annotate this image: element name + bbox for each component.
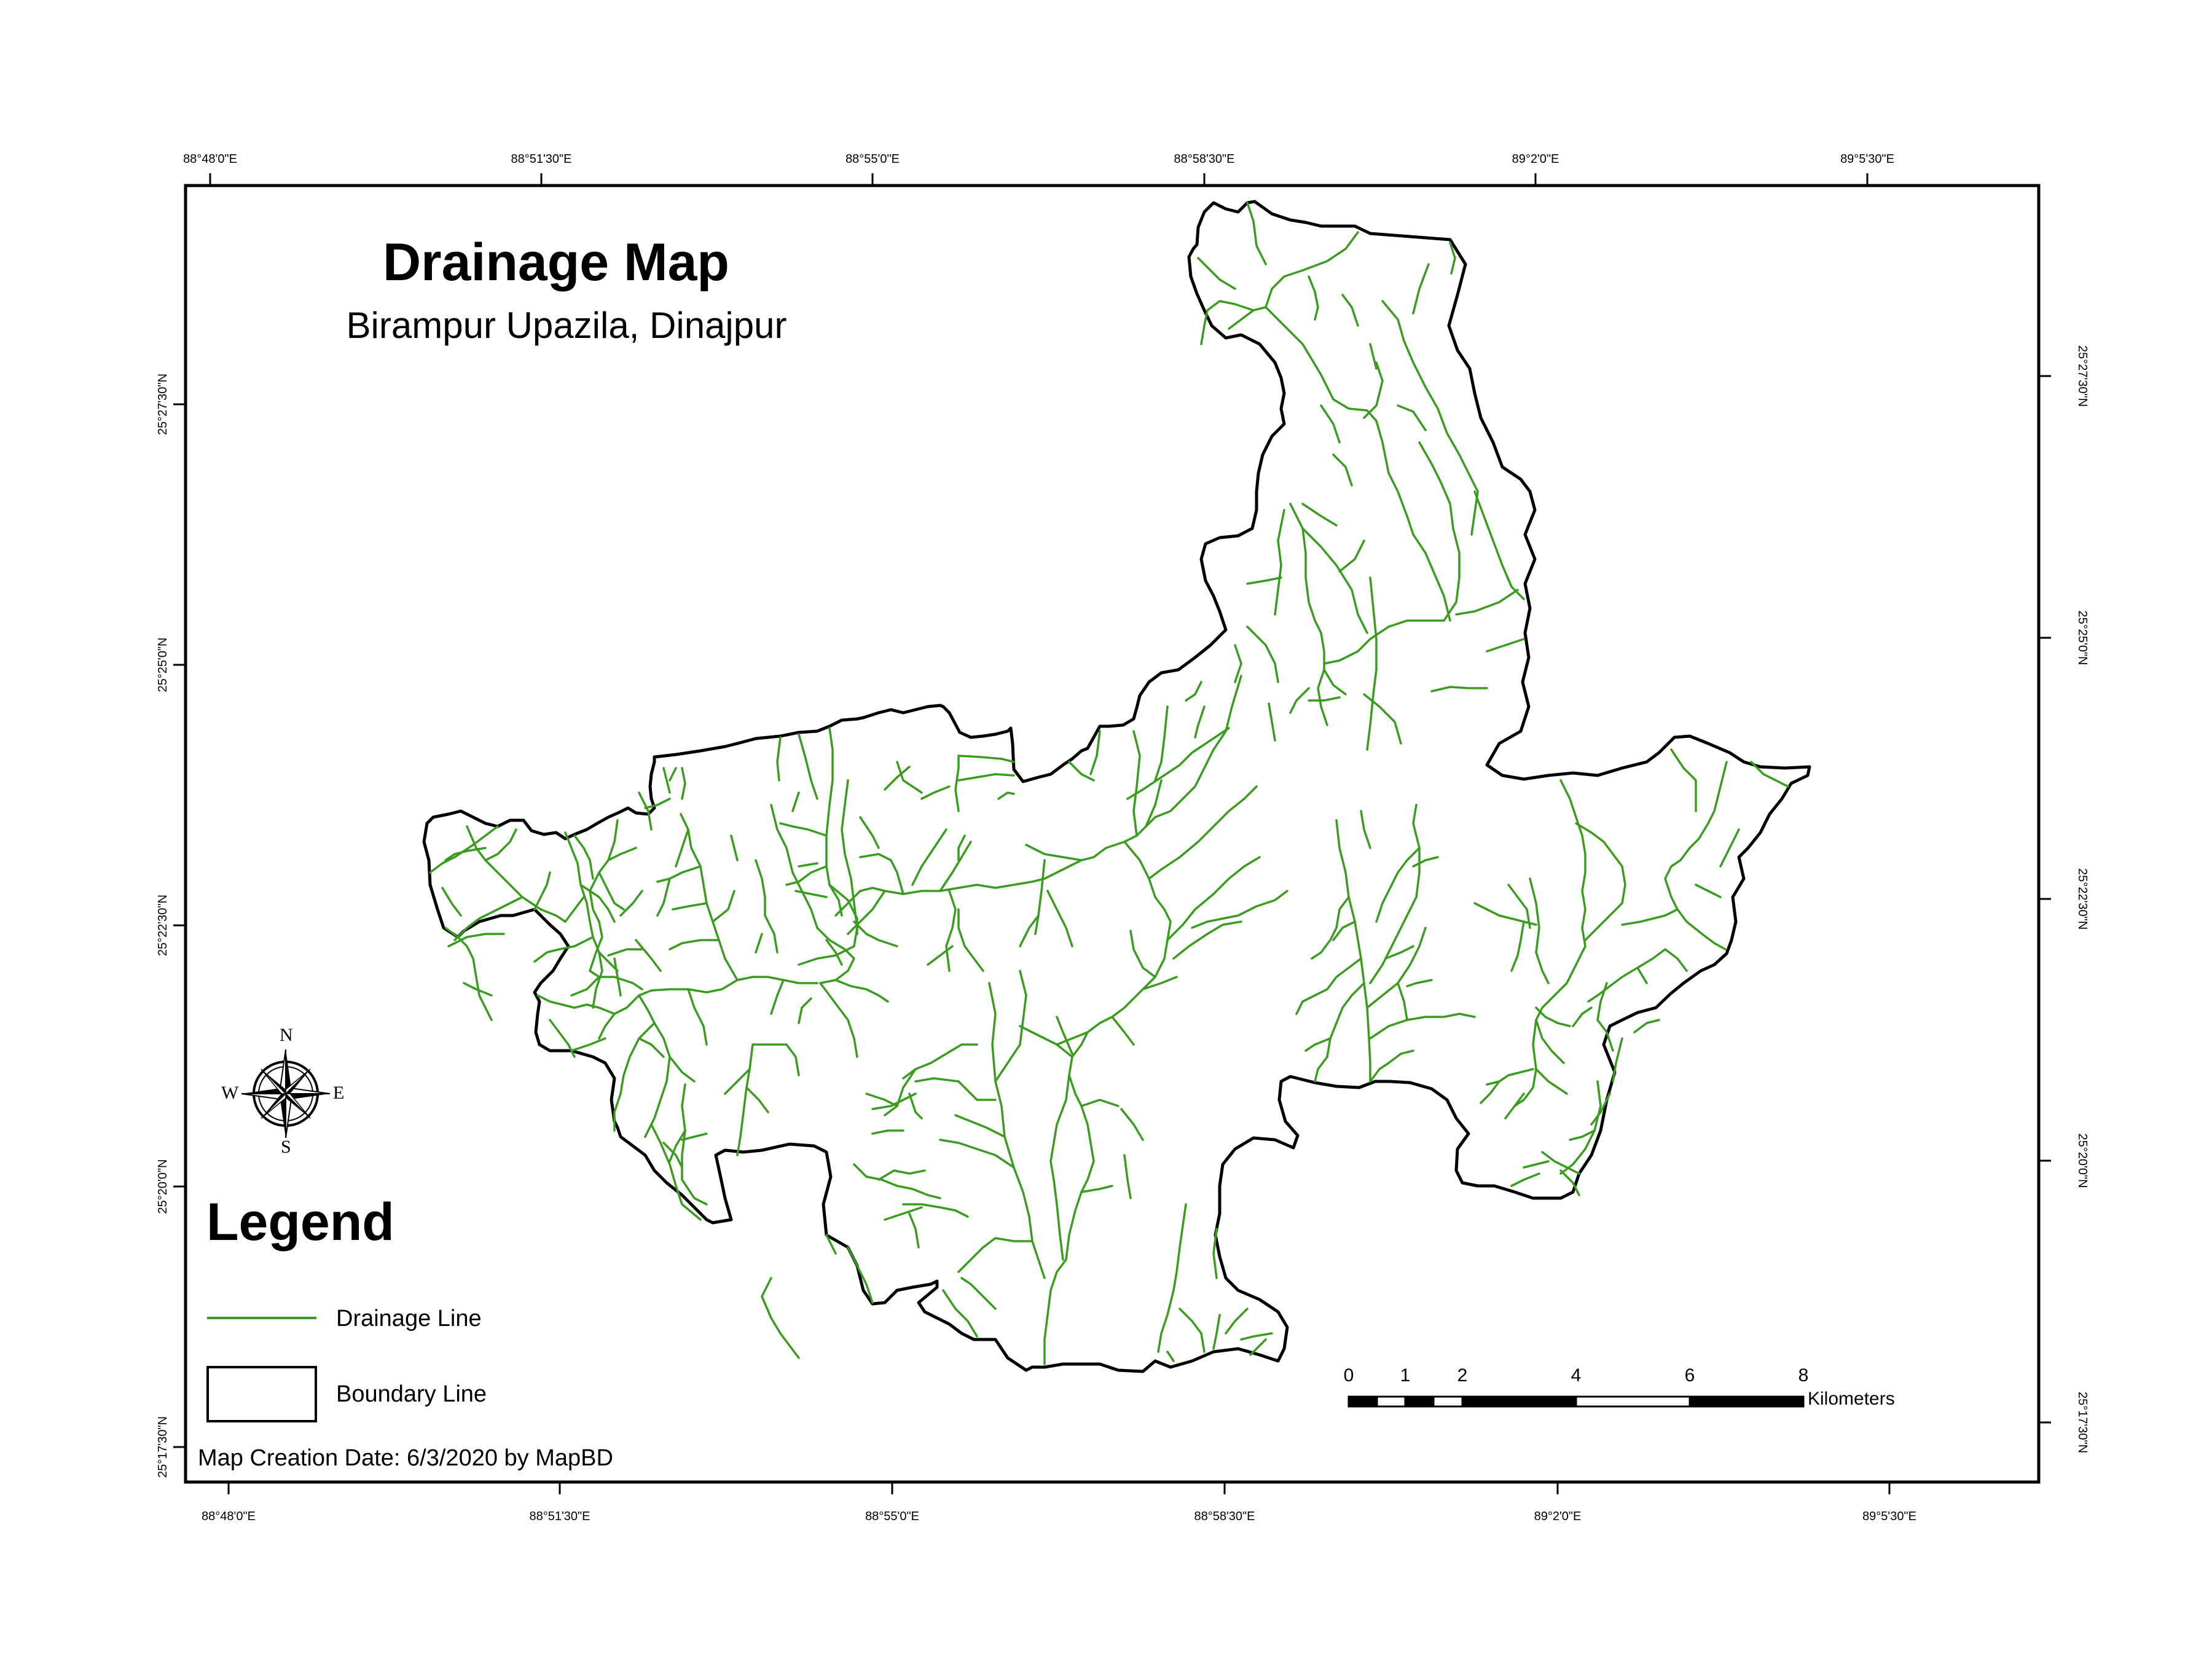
- compass-east-label: E: [333, 1083, 345, 1103]
- lat-tick-right: 25°20'0"N: [2076, 1133, 2089, 1188]
- lon-tick-top: 88°48'0"E: [183, 152, 237, 166]
- lon-tick-top: 88°51'30"E: [511, 152, 572, 166]
- lat-tick-left: 25°25'0"N: [156, 637, 170, 692]
- lon-tick-top: 88°55'0"E: [845, 152, 900, 166]
- scale-bar: [1347, 1395, 1805, 1408]
- map-subtitle: Birampur Upazila, Dinajpur: [346, 305, 787, 346]
- scale-unit-label: Kilometers: [1808, 1389, 1895, 1409]
- graticule-ticks: [173, 173, 2051, 1494]
- lon-tick-bottom: 89°2'0"E: [1534, 1510, 1582, 1523]
- lon-tick-bottom: 88°51'30"E: [529, 1510, 590, 1523]
- upazila-boundary: [422, 200, 1811, 1373]
- lon-tick-top: 89°5'30"E: [1840, 152, 1894, 166]
- legend-boundary-swatch: [206, 1366, 317, 1422]
- scale-label: 8: [1798, 1365, 1809, 1386]
- lat-tick-left: 25°27'30"N: [156, 373, 170, 436]
- scale-label: 1: [1400, 1365, 1411, 1386]
- legend-drainage-label: Drainage Line: [336, 1306, 482, 1332]
- lat-tick-right: 25°25'0"N: [2076, 610, 2089, 665]
- legend-heading: Legend: [206, 1193, 394, 1252]
- scale-label: 0: [1343, 1365, 1354, 1386]
- scale-label: 4: [1571, 1365, 1582, 1386]
- lat-tick-left: 25°22'30"N: [156, 894, 170, 957]
- map-frame: [184, 184, 2041, 1484]
- compass-south-label: S: [281, 1137, 291, 1157]
- north-arrow-icon: [241, 1049, 331, 1139]
- legend-boundary-label: Boundary Line: [336, 1381, 487, 1407]
- scale-label: 2: [1457, 1365, 1468, 1386]
- lat-tick-right: 25°22'30"N: [2076, 868, 2089, 930]
- scale-label: 6: [1684, 1365, 1695, 1386]
- map-title: Drainage Map: [383, 233, 729, 292]
- lat-tick-left: 25°17'30"N: [156, 1416, 170, 1478]
- map-credit: Map Creation Date: 6/3/2020 by MapBD: [198, 1445, 613, 1471]
- lat-tick-left: 25°20'0"N: [156, 1159, 170, 1214]
- lon-tick-bottom: 88°55'0"E: [865, 1510, 919, 1523]
- lon-tick-top: 88°58'30"E: [1174, 152, 1235, 166]
- lon-tick-top: 89°2'0"E: [1512, 152, 1559, 166]
- drainage-network: [429, 202, 1789, 1365]
- lon-tick-bottom: 88°58'30"E: [1194, 1510, 1255, 1523]
- lon-tick-bottom: 89°5'30"E: [1862, 1510, 1916, 1523]
- compass-north-label: N: [280, 1025, 293, 1045]
- lat-tick-right: 25°27'30"N: [2076, 345, 2089, 407]
- lon-tick-bottom: 88°48'0"E: [202, 1510, 256, 1523]
- lat-tick-right: 25°17'30"N: [2076, 1391, 2089, 1454]
- compass-west-label: W: [221, 1083, 239, 1103]
